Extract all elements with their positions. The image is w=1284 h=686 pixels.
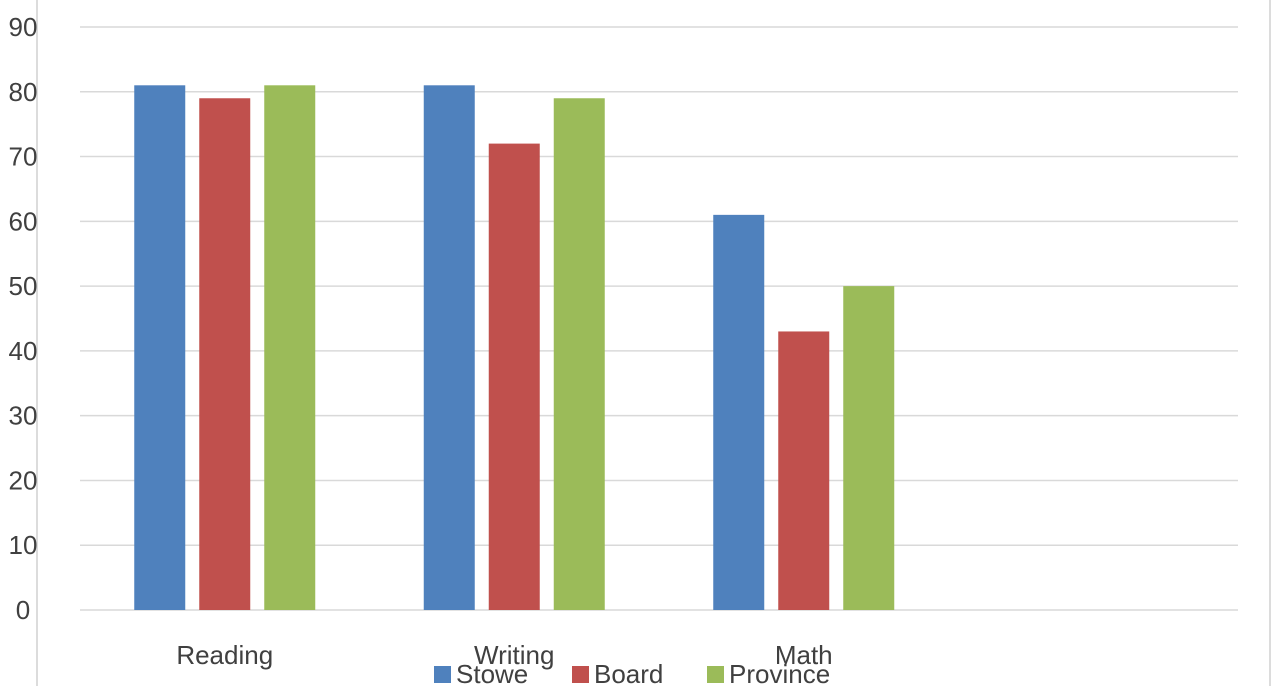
y-tick-label: 50: [9, 271, 38, 301]
y-tick-label: 0: [16, 595, 30, 625]
legend-swatch-stowe: [434, 666, 451, 683]
y-tick-label: 90: [9, 12, 38, 42]
bar-board-reading: [199, 98, 251, 610]
bar-board-writing: [488, 143, 540, 610]
x-category-label: Writing: [474, 640, 554, 670]
x-category-label: Math: [775, 640, 833, 670]
y-tick-label: 30: [9, 401, 38, 431]
y-axis-ticks: 0 10 20 30 40 50 60 70 80 90: [9, 12, 38, 625]
x-axis-categories: Reading Writing Math: [176, 640, 832, 670]
y-tick-label: 70: [9, 142, 38, 172]
legend-swatch-province: [707, 666, 724, 683]
y-tick-label: 10: [9, 530, 38, 560]
legend-label-board: Board: [594, 659, 663, 686]
legend-label-stowe: Stowe: [456, 659, 528, 686]
bar-province-reading: [264, 85, 316, 611]
bars: [134, 85, 895, 611]
y-tick-label: 60: [9, 206, 38, 236]
bar-stowe-reading: [134, 85, 186, 611]
bar-board-math: [778, 331, 830, 610]
legend-swatch-board: [572, 666, 589, 683]
y-tick-label: 80: [9, 77, 38, 107]
legend-label-province: Province: [729, 659, 830, 686]
y-tick-label: 40: [9, 336, 38, 366]
bar-stowe-writing: [423, 85, 475, 611]
bar-province-writing: [553, 98, 605, 610]
bar-province-math: [843, 286, 895, 610]
x-category-label: Reading: [176, 640, 273, 670]
y-tick-label: 20: [9, 465, 38, 495]
bar-stowe-math: [713, 214, 765, 610]
legend: Stowe Board Province: [434, 659, 830, 686]
